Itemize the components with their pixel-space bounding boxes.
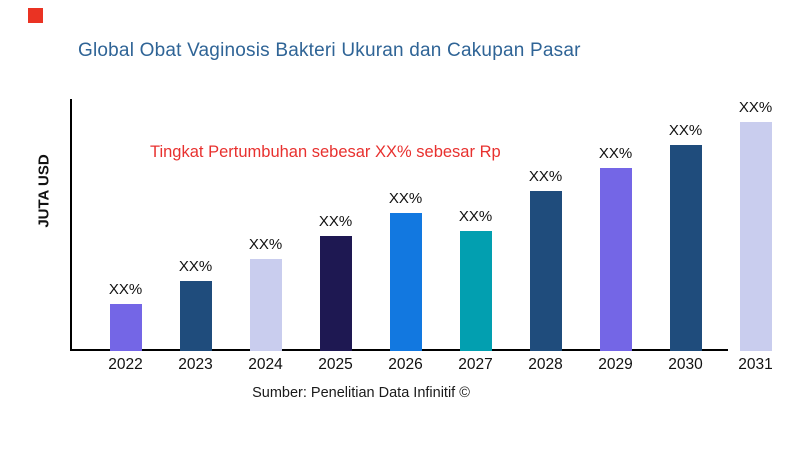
bar-2022 [109, 304, 142, 351]
bar-2029 [599, 168, 632, 351]
x-tick-label: 2029 [598, 356, 633, 373]
bar-value-label: XX% [458, 208, 493, 225]
bar-2025 [319, 236, 352, 351]
bar-2026 [389, 213, 422, 351]
bar-2028 [529, 191, 562, 351]
x-tick-label: 2025 [318, 356, 353, 373]
chart-title: Global Obat Vaginosis Bakteri Ukuran dan… [78, 40, 581, 61]
bar-value-label: XX% [598, 145, 633, 162]
bar-value-label: XX% [318, 213, 353, 230]
source-attribution: Sumber: Penelitian Data Infinitif © [252, 385, 470, 401]
y-axis-line [70, 99, 72, 351]
bar-value-label: XX% [668, 122, 703, 139]
bar-value-label: XX% [108, 281, 143, 298]
bar-value-label: XX% [528, 168, 563, 185]
bar-value-label: XX% [248, 236, 283, 253]
x-tick-label: 2022 [108, 356, 143, 373]
bar-2023 [179, 281, 212, 351]
bar-2027 [459, 231, 492, 351]
x-tick-label: 2028 [528, 356, 563, 373]
bar-value-label: XX% [178, 258, 213, 275]
x-tick-label: 2026 [388, 356, 423, 373]
x-tick-label: 2024 [248, 356, 283, 373]
bar-2031 [739, 122, 772, 351]
red-logo-mark [28, 8, 43, 23]
x-tick-label: 2031 [738, 356, 773, 373]
bar-2030 [669, 145, 702, 351]
growth-rate-annotation: Tingkat Pertumbuhan sebesar XX% sebesar … [150, 143, 501, 161]
y-axis-label: JUTA USD [35, 154, 53, 228]
x-tick-label: 2030 [668, 356, 703, 373]
x-tick-label: 2027 [458, 356, 493, 373]
x-tick-label: 2023 [178, 356, 213, 373]
bar-value-label: XX% [738, 99, 773, 116]
bar-2024 [249, 259, 282, 351]
bar-value-label: XX% [388, 190, 423, 207]
